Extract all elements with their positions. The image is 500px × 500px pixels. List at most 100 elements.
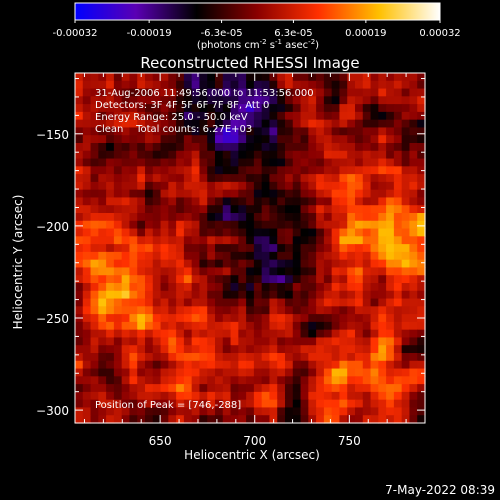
- heatmap-cell: [417, 213, 426, 222]
- heatmap-cell: [113, 298, 123, 307]
- heatmap-cell: [90, 197, 99, 206]
- heatmap-cell: [106, 345, 115, 354]
- heatmap-cell: [339, 143, 348, 152]
- heatmap-cell: [393, 166, 403, 175]
- heatmap-cell: [129, 181, 138, 191]
- heatmap-cell: [386, 407, 395, 416]
- heatmap-cell: [222, 329, 232, 339]
- heatmap-cell: [386, 290, 395, 300]
- heatmap-cell: [199, 119, 208, 129]
- heatmap-cell: [106, 181, 115, 191]
- heatmap-cell: [300, 407, 309, 416]
- heatmap-cell: [355, 329, 364, 339]
- heatmap-cell: [292, 228, 302, 237]
- heatmap-cell: [393, 353, 403, 362]
- heatmap-cell: [230, 189, 239, 199]
- heatmap-cell: [285, 337, 294, 346]
- heatmap-cell: [370, 337, 379, 346]
- heatmap-cell: [160, 213, 169, 222]
- heatmap-cell: [393, 298, 403, 307]
- heatmap-cell: [261, 384, 271, 393]
- heatmap-cell: [129, 267, 138, 276]
- heatmap-cell: [246, 244, 255, 253]
- heatmap-cell: [269, 197, 278, 206]
- heatmap-cell: [339, 73, 348, 82]
- heatmap-cell: [199, 143, 208, 152]
- heatmap-cell: [137, 119, 146, 129]
- heatmap-cell: [277, 329, 286, 339]
- heatmap-cell: [362, 205, 372, 214]
- heatmap-cell: [98, 376, 107, 385]
- heatmap-cell: [308, 158, 317, 167]
- heatmap-cell: [183, 158, 193, 167]
- heatmap-cell: [386, 314, 395, 323]
- heatmap-cell: [300, 384, 309, 393]
- heatmap-cell: [238, 104, 247, 113]
- heatmap-cell: [90, 399, 99, 409]
- heatmap-cell: [316, 104, 325, 113]
- heatmap-cell: [121, 407, 131, 416]
- heatmap-cell: [199, 329, 208, 339]
- heatmap-cell: [160, 174, 169, 183]
- heatmap-cell: [238, 353, 247, 362]
- heatmap-cell: [129, 368, 138, 377]
- heatmap-cell: [300, 228, 309, 237]
- heatmap-cell: [176, 298, 185, 307]
- heatmap-cell: [215, 228, 224, 237]
- heatmap-cell: [246, 150, 255, 160]
- heatmap-cell: [152, 259, 162, 269]
- heatmap-cell: [261, 181, 271, 191]
- heatmap-cell: [386, 189, 395, 199]
- heatmap-cell: [261, 353, 271, 362]
- peak-position-label: Position of Peak = [746,-288]: [95, 400, 241, 411]
- heatmap-cell: [215, 368, 224, 377]
- heatmap-cell: [253, 290, 263, 300]
- heatmap-cell: [129, 306, 138, 315]
- heatmap-cell: [183, 306, 193, 315]
- heatmap-cell: [292, 314, 302, 323]
- heatmap-cell: [191, 314, 201, 323]
- heatmap-cell: [137, 337, 146, 346]
- heatmap-cell: [378, 143, 387, 152]
- heatmap-cell: [238, 391, 247, 401]
- heatmap-cell: [145, 166, 154, 175]
- heatmap-cell: [113, 104, 123, 113]
- heatmap-cell: [323, 321, 333, 331]
- heatmap-cell: [145, 135, 154, 144]
- heatmap-cell: [90, 135, 99, 144]
- heatmap-cell: [323, 345, 333, 354]
- heatmap-cell: [378, 345, 387, 354]
- heatmap-cell: [355, 80, 364, 90]
- heatmap-cell: [362, 158, 372, 167]
- heatmap-cell: [152, 166, 162, 175]
- heatmap-cell: [152, 181, 162, 191]
- heatmap-cell: [277, 236, 286, 245]
- heatmap-cell: [230, 213, 239, 222]
- heatmap-cell: [207, 283, 216, 292]
- heatmap-cell: [238, 251, 247, 261]
- heatmap-cell: [300, 290, 309, 300]
- heatmap-cell: [82, 251, 92, 261]
- heatmap-cell: [75, 360, 84, 370]
- heatmap-cell: [106, 251, 115, 261]
- heatmap-cell: [253, 251, 263, 261]
- heatmap-cell: [82, 189, 92, 199]
- heatmap-cell: [168, 197, 177, 206]
- heatmap-cell: [222, 244, 232, 253]
- heatmap-cell: [75, 337, 84, 346]
- heatmap-cell: [269, 290, 278, 300]
- heatmap-cell: [183, 228, 193, 237]
- heatmap-cell: [75, 399, 84, 409]
- heatmap-cell: [401, 166, 411, 175]
- heatmap-cell: [417, 96, 426, 105]
- heatmap-cell: [308, 321, 317, 331]
- heatmap-cell: [253, 329, 263, 339]
- heatmap-cell: [113, 407, 123, 416]
- heatmap-cell: [191, 368, 201, 377]
- heatmap-cell: [98, 228, 107, 237]
- heatmap-cell: [386, 111, 395, 121]
- heatmap-cell: [90, 267, 99, 276]
- heatmap-cell: [378, 181, 387, 191]
- heatmap-cell: [152, 391, 162, 401]
- heatmap-cell: [370, 376, 379, 385]
